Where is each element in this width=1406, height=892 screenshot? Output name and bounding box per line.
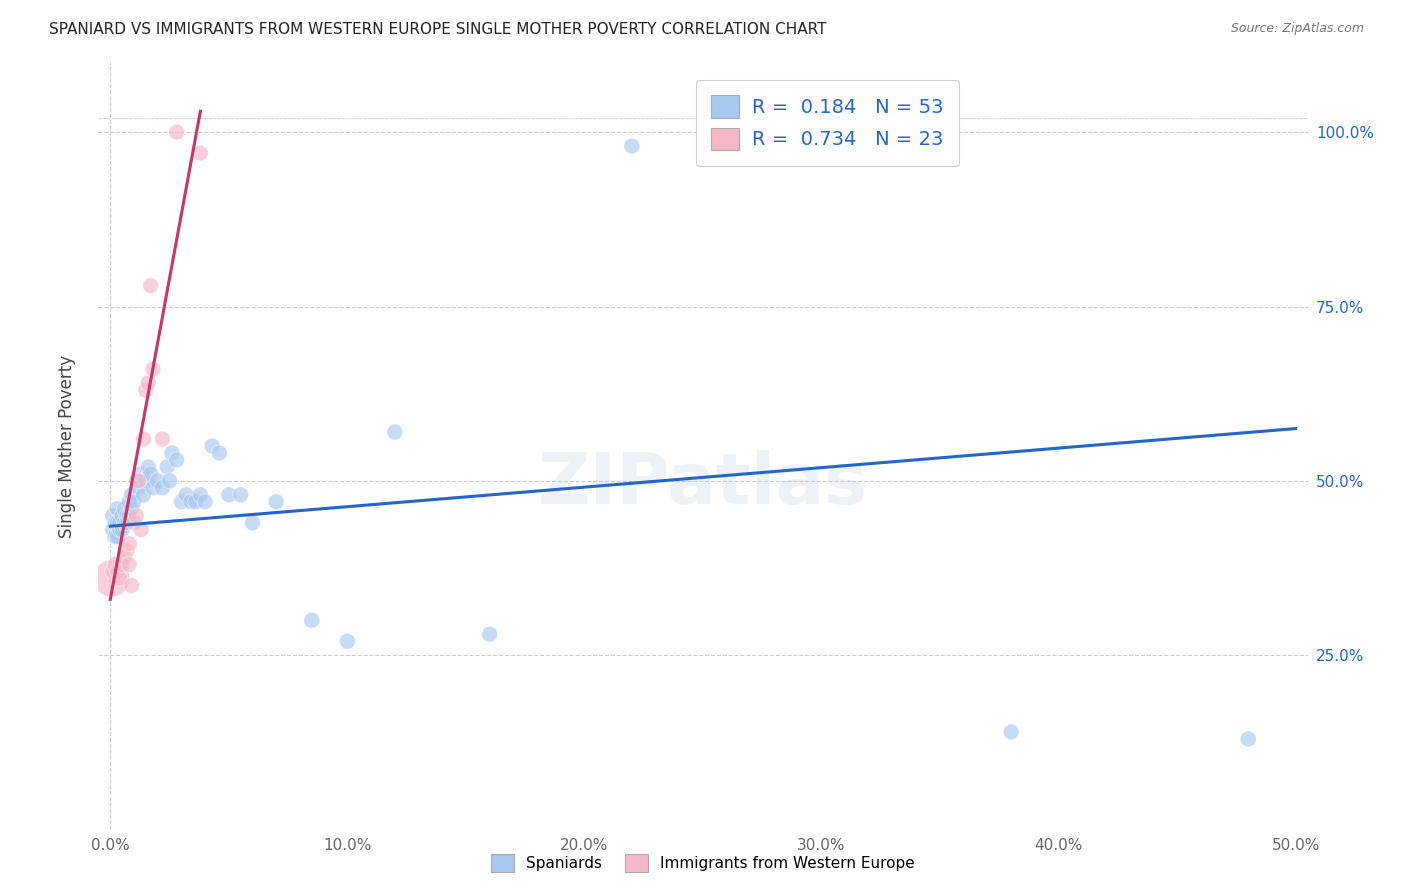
Point (114, 550, 136, 565)
Point (108, 516, 131, 530)
Point (1000, 725, 1022, 739)
Point (218, 488, 240, 502)
Point (125, 508, 148, 523)
Point (139, 278, 162, 293)
Point (100, 572, 122, 586)
Point (159, 474, 181, 488)
Point (128, 474, 150, 488)
Point (121, 578, 143, 592)
Point (336, 634, 359, 648)
Point (105, 501, 128, 516)
Point (194, 495, 217, 509)
Point (129, 523, 152, 537)
Point (108, 523, 131, 537)
Point (190, 488, 212, 502)
Text: ZIPatlas: ZIPatlas (538, 450, 868, 519)
Point (101, 565, 124, 579)
Point (111, 558, 134, 572)
Point (201, 439, 224, 453)
Point (184, 495, 207, 509)
Point (135, 474, 157, 488)
Point (121, 501, 143, 516)
Point (104, 558, 127, 572)
Point (129, 467, 152, 481)
Point (152, 432, 174, 446)
Point (301, 613, 323, 627)
Point (125, 474, 148, 488)
Text: Source: ZipAtlas.com: Source: ZipAtlas.com (1230, 22, 1364, 36)
Point (136, 459, 159, 474)
Point (121, 488, 143, 502)
Point (132, 432, 155, 446)
Point (101, 523, 124, 537)
Point (118, 508, 141, 523)
Point (142, 481, 165, 495)
Point (111, 523, 134, 537)
Point (264, 495, 287, 509)
Point (146, 474, 169, 488)
Legend: R =  0.184   N = 53, R =  0.734   N = 23: R = 0.184 N = 53, R = 0.734 N = 23 (696, 79, 959, 166)
Point (118, 495, 141, 509)
Point (139, 467, 162, 481)
Point (128, 481, 150, 495)
Point (208, 446, 231, 460)
Point (1237, 731, 1260, 746)
Point (170, 495, 193, 509)
Point (136, 376, 159, 391)
Point (152, 481, 174, 495)
Point (115, 543, 138, 558)
Point (118, 536, 141, 550)
Point (108, 572, 131, 586)
Point (118, 558, 141, 572)
Point (229, 488, 252, 502)
Point (190, 146, 212, 161)
Point (166, 125, 188, 139)
Point (242, 516, 264, 530)
Point (620, 139, 643, 153)
Point (101, 508, 124, 523)
Point (115, 516, 138, 530)
Point (122, 516, 145, 530)
Point (135, 383, 157, 397)
Point (114, 501, 136, 516)
Point (478, 627, 501, 641)
Point (166, 453, 188, 467)
Y-axis label: Single Mother Poverty: Single Mother Poverty (58, 354, 76, 538)
Point (105, 530, 128, 544)
Point (180, 495, 202, 509)
Point (384, 425, 406, 439)
Point (156, 459, 179, 474)
Point (104, 530, 127, 544)
Point (104, 516, 127, 530)
Point (114, 516, 136, 530)
Point (174, 488, 197, 502)
Point (122, 495, 145, 509)
Point (132, 488, 155, 502)
Point (115, 508, 138, 523)
Point (111, 508, 134, 523)
Point (160, 446, 183, 460)
Text: SPANIARD VS IMMIGRANTS FROM WESTERN EUROPE SINGLE MOTHER POVERTY CORRELATION CHA: SPANIARD VS IMMIGRANTS FROM WESTERN EURO… (49, 22, 827, 37)
Point (105, 516, 128, 530)
Point (142, 362, 165, 376)
Point (105, 565, 128, 579)
Legend: Spaniards, Immigrants from Western Europe: Spaniards, Immigrants from Western Europ… (484, 846, 922, 880)
